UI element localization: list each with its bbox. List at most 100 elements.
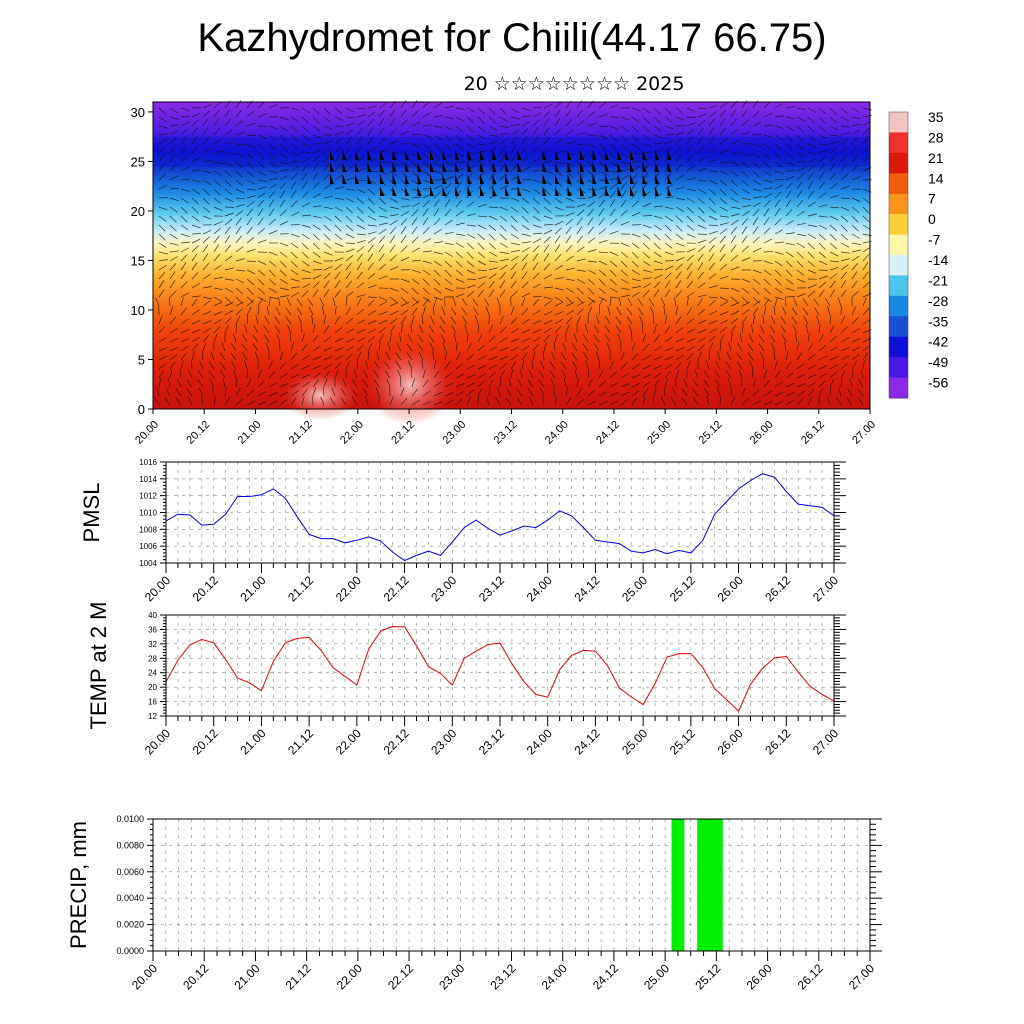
wind-arrow [477, 150, 487, 154]
wind-arrow [356, 344, 364, 352]
wind-arrow [763, 143, 772, 150]
wind-arrow [851, 145, 858, 154]
wind-arrow [510, 271, 517, 280]
wind-arrow [741, 316, 748, 325]
wind-arrow [664, 289, 671, 298]
wind-arrow [565, 197, 575, 202]
wind-arrow [554, 277, 564, 280]
wind-arrow [770, 315, 776, 325]
wind-arrow [576, 203, 586, 208]
wind-arrow [257, 199, 264, 208]
y-tick-label: 1016 [139, 458, 157, 467]
wind-arrow [408, 360, 413, 370]
wind-arrow [697, 197, 705, 205]
wind-arrow [807, 364, 817, 370]
wind-arrow [389, 333, 392, 343]
wind-arrow [563, 378, 567, 388]
wind-arrow [609, 190, 616, 199]
wind-arrow [587, 269, 597, 275]
wind-arrow [169, 369, 173, 379]
wind-barb [355, 174, 359, 184]
wind-arrow [455, 116, 465, 122]
wind-arrow [741, 296, 749, 304]
wind-arrow [378, 222, 388, 226]
wind-arrow [719, 149, 729, 154]
wind-arrow [642, 343, 650, 352]
wind-arrow [301, 191, 309, 199]
wind-arrow [472, 298, 479, 307]
wind-barb [580, 174, 584, 184]
wind-arrow [345, 224, 354, 232]
wind-arrow [297, 315, 303, 325]
wind-arrow [510, 361, 517, 370]
wind-arrow [554, 341, 556, 352]
wind-arrow [455, 391, 464, 397]
wind-arrow [499, 347, 509, 352]
wind-arrow [532, 127, 539, 136]
wind-arrow [499, 280, 506, 289]
wind-arrow [818, 324, 821, 334]
wind-arrow [763, 112, 773, 118]
wind-arrow [653, 142, 664, 145]
wind-barb [542, 162, 547, 172]
wind-arrow [466, 374, 476, 379]
wind-arrow [488, 289, 495, 298]
wind-arrow [697, 113, 707, 118]
wind-arrow [202, 253, 209, 262]
wind-arrow [257, 134, 267, 139]
wind-arrow [367, 206, 375, 214]
wind-arrow [378, 109, 386, 118]
wind-arrow [477, 289, 484, 298]
wind-arrow [345, 129, 354, 136]
wind-arrow [400, 211, 409, 217]
wind-arrow [609, 218, 618, 226]
wind-arrow [551, 351, 556, 361]
colorbar-swatch [889, 377, 908, 399]
wind-arrow [191, 262, 198, 271]
wind-arrow [202, 300, 211, 307]
wind-arrow [576, 308, 584, 316]
wind-arrow [455, 199, 462, 208]
wind-arrow [664, 215, 673, 222]
wind-arrow [708, 237, 717, 244]
wind-arrow [202, 244, 209, 253]
wind-arrow [598, 297, 604, 307]
wind-arrow [598, 228, 607, 235]
wind-arrow [609, 152, 617, 160]
wind-arrow [158, 378, 161, 388]
wind-arrow [466, 107, 476, 113]
wind-arrow [663, 386, 666, 397]
wind-arrow [708, 285, 718, 289]
wind-arrow [609, 400, 619, 406]
wind-arrow [202, 274, 211, 280]
wind-arrow [796, 190, 803, 199]
wind-arrow [565, 141, 575, 145]
wind-barb [455, 186, 459, 196]
wind-barb [592, 186, 597, 196]
wind-arrow [345, 215, 353, 223]
wind-arrow [560, 361, 567, 370]
wind-arrow [279, 269, 287, 277]
wind-arrow [719, 296, 729, 302]
wind-arrow [763, 170, 772, 177]
wind-arrow [840, 264, 849, 271]
wind-arrow [631, 160, 641, 163]
wind-arrow [532, 351, 536, 361]
wind-arrow [807, 143, 817, 148]
wind-arrow [664, 233, 672, 241]
wind-arrow [444, 182, 452, 190]
wind-arrow [807, 181, 814, 190]
wind-arrow [367, 224, 377, 227]
wind-arrow [741, 309, 750, 316]
wind-arrow [356, 233, 367, 236]
wind-arrow [279, 220, 289, 226]
wind-arrow [653, 172, 660, 181]
wind-arrow [455, 260, 463, 268]
wind-arrow [549, 361, 556, 370]
wind-arrow [862, 145, 869, 154]
wind-arrow [708, 224, 719, 227]
y-tick-label: 0.0100 [116, 814, 144, 824]
wind-arrow [356, 253, 363, 262]
wind-arrow [466, 396, 472, 406]
